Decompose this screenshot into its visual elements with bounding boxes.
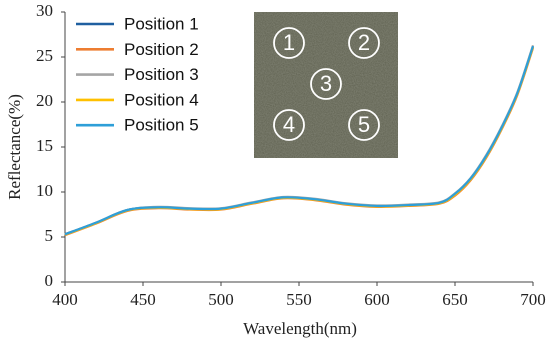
x-tick-label: 400 — [52, 290, 78, 309]
inset-label: 4 — [283, 112, 295, 137]
inset-circle — [310, 68, 342, 100]
inset-label: 5 — [358, 112, 370, 137]
legend-label: Position 3 — [124, 65, 199, 84]
y-tick-label: 25 — [36, 46, 53, 65]
x-tick-label: 550 — [286, 290, 312, 309]
legend-label: Position 4 — [124, 90, 199, 109]
inset-circle — [348, 27, 380, 59]
y-tick-label: 0 — [45, 271, 54, 290]
inset-circle — [273, 27, 305, 59]
x-axis-label: Wavelength(nm) — [243, 319, 357, 338]
y-tick-label: 30 — [36, 1, 53, 20]
inset-circle — [348, 109, 380, 141]
legend-label: Position 2 — [124, 40, 199, 59]
y-tick-label: 20 — [36, 91, 53, 110]
x-tick-label: 600 — [364, 290, 390, 309]
inset-label: 1 — [283, 30, 295, 55]
x-tick-label: 650 — [442, 290, 468, 309]
y-tick-label: 15 — [36, 136, 53, 155]
y-axis-label: Reflectance(%) — [5, 94, 24, 200]
legend-label: Position 1 — [124, 14, 199, 33]
series-line — [64, 45, 535, 236]
inset-label: 3 — [320, 71, 332, 96]
legend-label: Position 5 — [124, 116, 199, 135]
y-tick-label: 10 — [36, 181, 53, 200]
x-tick-label: 450 — [130, 290, 156, 309]
x-tick-label: 500 — [208, 290, 234, 309]
inset-circle — [273, 109, 305, 141]
inset-photo — [254, 12, 398, 158]
y-tick-label: 5 — [45, 226, 54, 245]
x-tick-label: 700 — [520, 290, 546, 309]
inset-label: 2 — [358, 30, 370, 55]
